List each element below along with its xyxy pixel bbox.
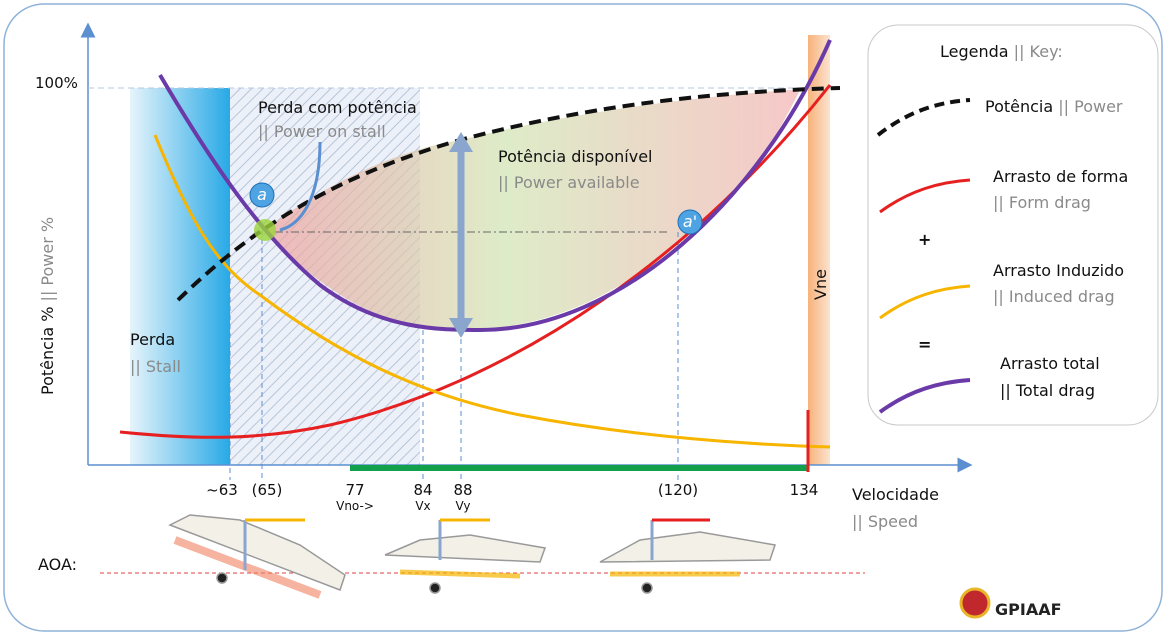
x-tick-note: Vy	[456, 499, 471, 513]
y-title-en: || Power %	[38, 217, 57, 302]
point-glow	[254, 219, 276, 241]
x-tick-label: 134	[790, 481, 819, 499]
x-title-en: || Speed	[852, 512, 918, 531]
logo: GPIAAF	[995, 600, 1062, 619]
legend-label: Arrasto de forma	[993, 167, 1128, 186]
point-a: a	[257, 185, 267, 204]
legend-title-pt: Legenda	[940, 42, 1009, 61]
page: Power curve diagram {"axis": {"y_title":…	[0, 0, 1166, 635]
legend-label-en: || Power	[1058, 97, 1123, 116]
x-ticks: ~63 (65) 77 84 88 (120) 134 Vno-> Vx Vy	[206, 481, 818, 513]
legend-label: Potência || Power	[985, 97, 1123, 116]
legend-label: Arrasto Induzido	[993, 261, 1124, 280]
x-tick-label: 77	[345, 481, 364, 499]
legend-label: Arrasto total	[1000, 354, 1100, 373]
diagram: a a' 100% Potência % || Power % Perda ||…	[0, 0, 1166, 635]
point-a2: a'	[683, 212, 697, 231]
legend-label-en: || Total drag	[1000, 381, 1095, 400]
legend-label-en: || Induced drag	[993, 287, 1115, 306]
x-tick-note: Vx	[415, 499, 430, 513]
vne-label: Vne	[811, 269, 830, 300]
available-label: Potência disponível	[498, 147, 652, 166]
aoa-label: AOA:	[38, 555, 77, 574]
y-title: Potência % || Power %	[38, 217, 57, 395]
legend-equals: =	[918, 335, 931, 354]
stall-label-en: || Stall	[130, 357, 181, 376]
stall-band	[130, 88, 230, 465]
y-title-pt: Potência %	[38, 307, 57, 395]
legend-label-en: || Form drag	[993, 193, 1091, 212]
power-stall-label: Perda com potência	[258, 98, 417, 117]
legend-plus: +	[918, 230, 931, 249]
body: a a' 100% Potência % || Power % Perda ||…	[0, 0, 1166, 635]
logo-emblem	[961, 589, 989, 617]
x-tick-label: (65)	[252, 481, 283, 499]
available-label-en: || Power available	[498, 173, 640, 192]
legend-label-pt: Potência	[985, 97, 1053, 116]
x-title: Velocidade	[852, 485, 939, 504]
x-tick-label: 88	[453, 481, 472, 499]
aircraft-illustrations	[170, 515, 775, 595]
stall-label: Perda	[130, 330, 175, 349]
legend-title-en: || Key:	[1014, 42, 1063, 61]
x-tick-label: (120)	[658, 481, 698, 499]
y-label: 100%	[35, 74, 78, 92]
power-stall-label-en: || Power on stall	[258, 122, 386, 141]
x-tick-note: Vno->	[336, 499, 374, 513]
legend-title: Legenda || Key:	[940, 42, 1063, 61]
x-tick-label: 84	[413, 481, 432, 499]
x-tick-label: ~63	[206, 481, 238, 499]
